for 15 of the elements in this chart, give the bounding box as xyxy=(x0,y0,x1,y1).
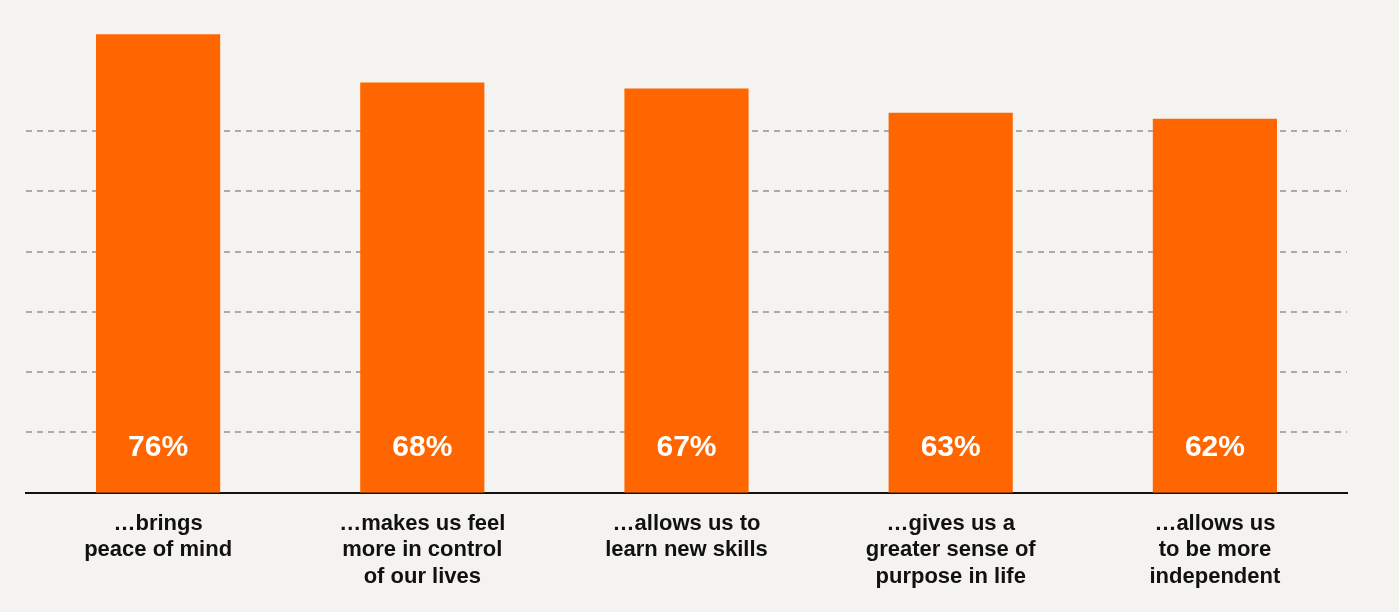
data-label: 62% xyxy=(1184,429,1245,463)
bar xyxy=(624,88,749,493)
x-tick-label: …makes us feel more in control of our lives xyxy=(339,510,506,588)
x-tick-label: …brings peace of mind xyxy=(84,510,233,562)
bar xyxy=(360,82,485,493)
data-label: 63% xyxy=(920,429,981,463)
x-tick-label: …allows us to learn new skills xyxy=(605,510,768,562)
x-tick-label: …gives us a greater sense of purpose in life xyxy=(865,510,1037,588)
data-label: 68% xyxy=(392,429,453,463)
data-label: 76% xyxy=(128,429,189,463)
bar xyxy=(888,112,1013,493)
bar xyxy=(96,34,221,493)
x-tick-label: …allows us to be more independent xyxy=(1149,510,1281,588)
data-label: 67% xyxy=(656,429,717,463)
bar xyxy=(1152,118,1277,493)
